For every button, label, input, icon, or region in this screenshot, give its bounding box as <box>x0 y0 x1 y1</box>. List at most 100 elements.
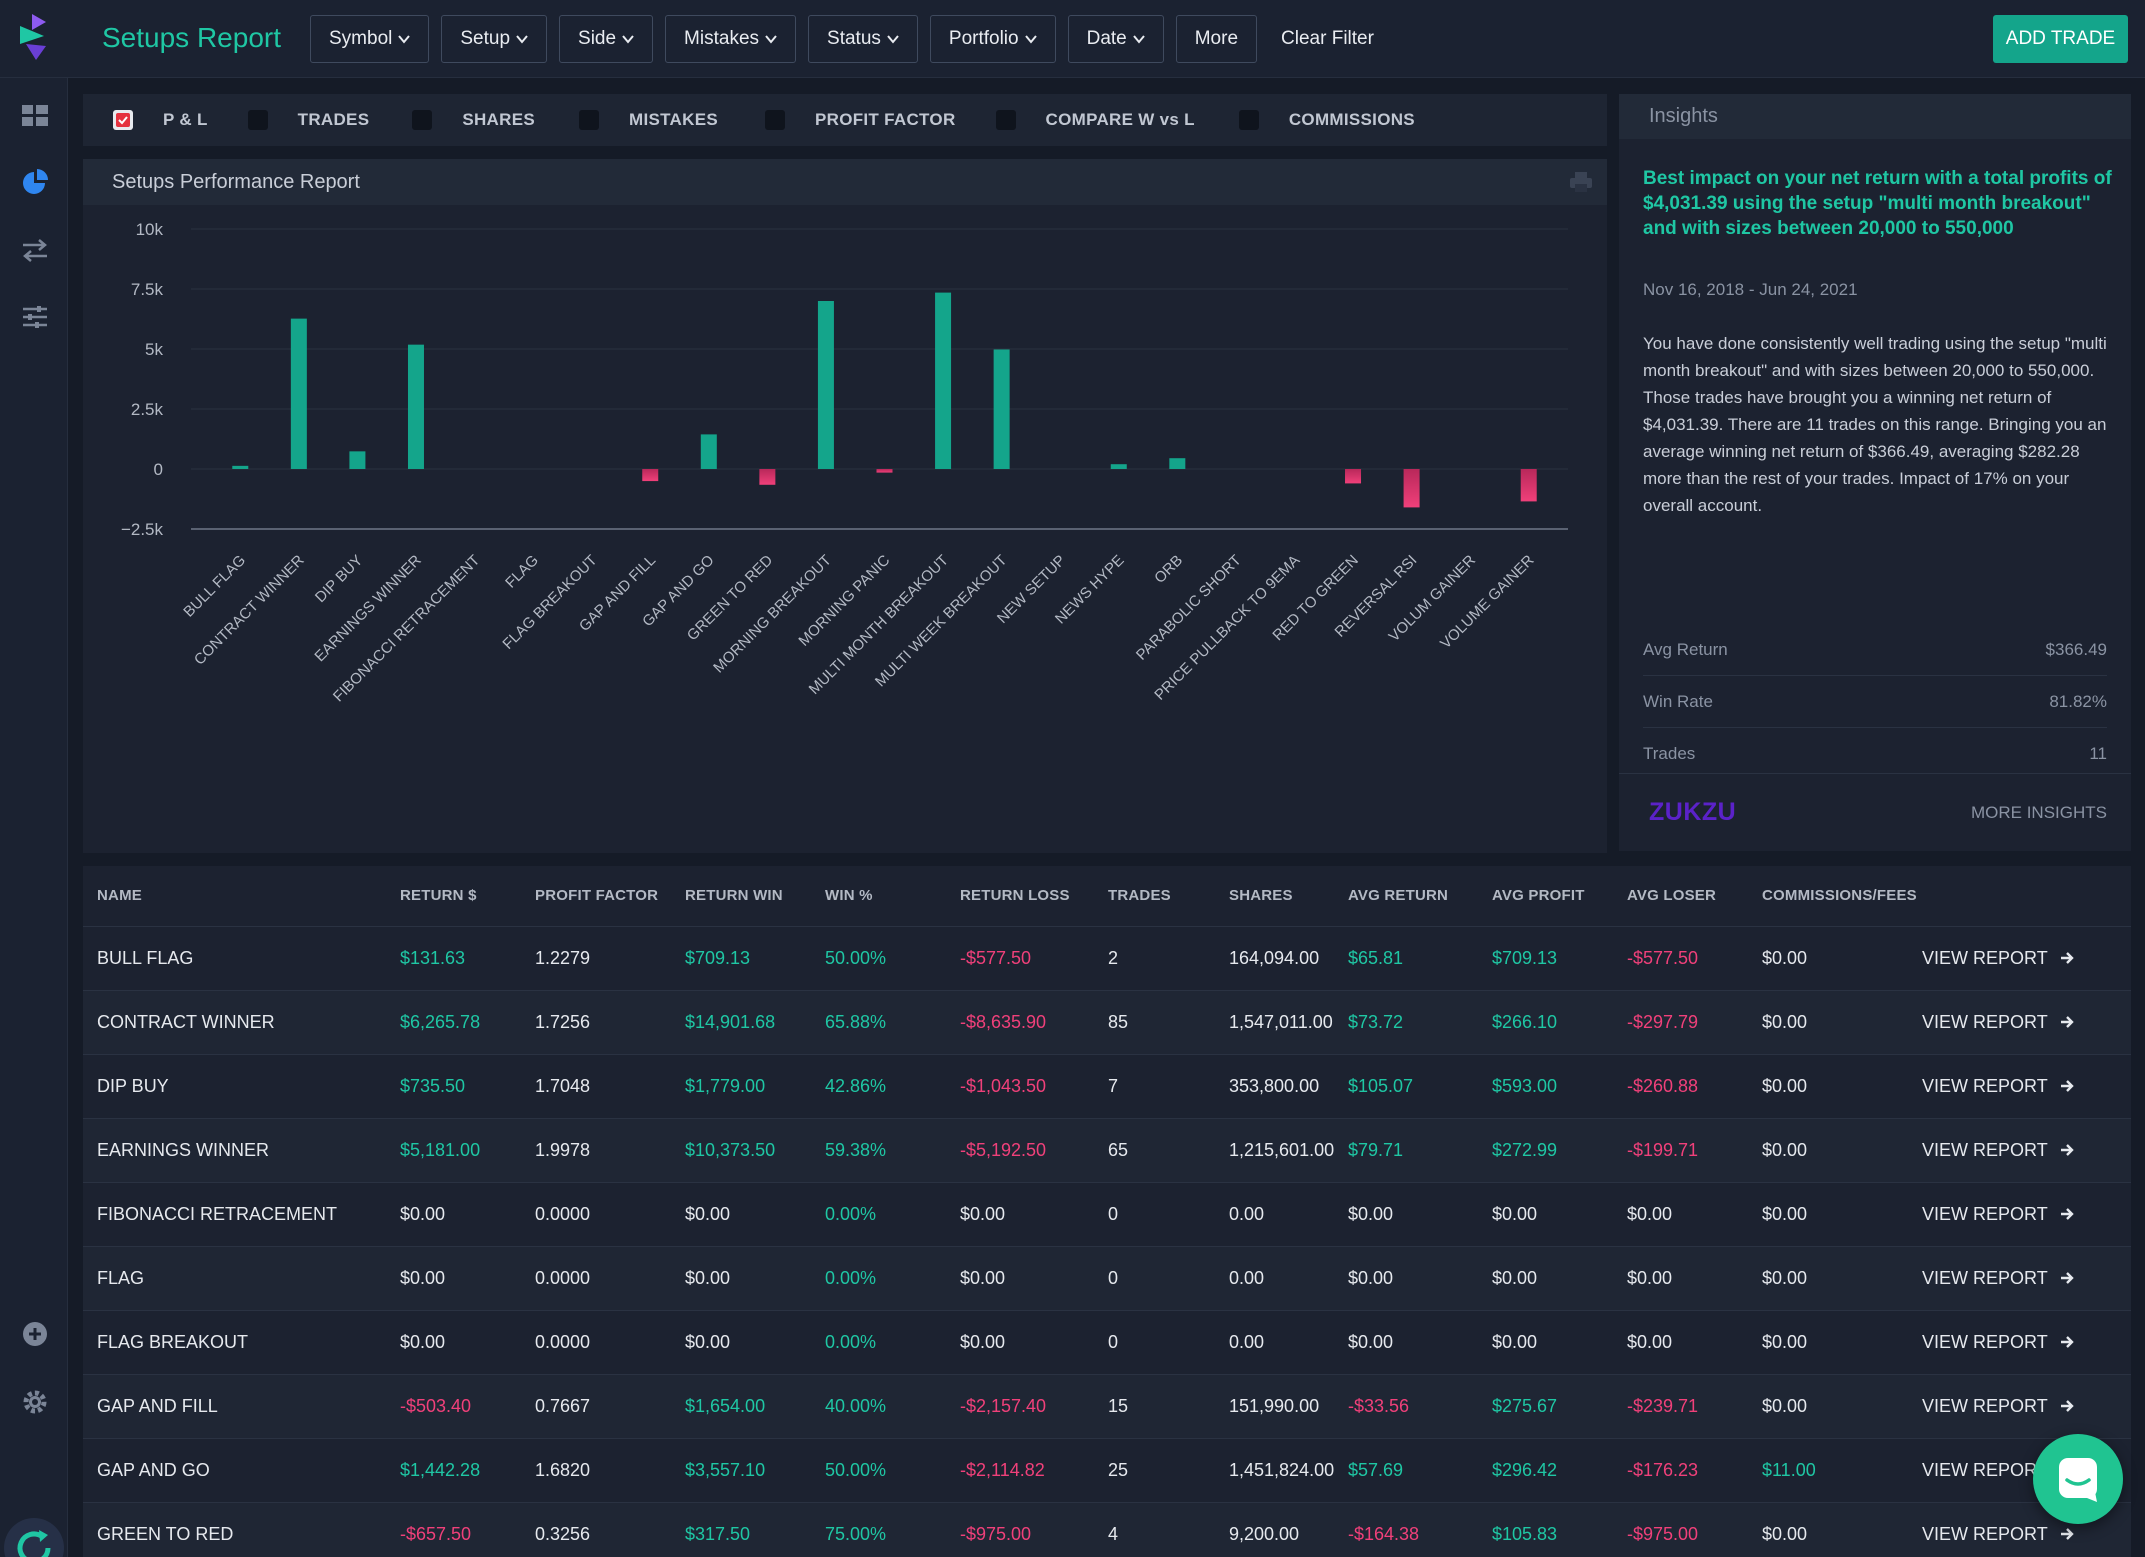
column-header[interactable]: AVG RETURN <box>1334 866 1478 926</box>
table-row[interactable]: GAP AND GO $1,442.28 1.6820 $3,557.10 50.00%… <box>83 1437 2131 1502</box>
reports-pie-icon[interactable] <box>21 168 49 196</box>
table-cell: 15 <box>1094 1373 1215 1438</box>
view-report-link[interactable]: VIEW REPORT <box>1922 1268 2131 1289</box>
filter-setup-button[interactable]: Setup <box>441 15 548 63</box>
settings-sliders-icon[interactable] <box>21 303 49 331</box>
metric-toggle[interactable]: SHARES <box>412 110 535 130</box>
column-header-actions <box>1908 866 2131 926</box>
table-row[interactable]: FLAG $0.00 0.0000 $0.00 0.00% $0.00 0 0.00 $0.00… <box>83 1245 2131 1310</box>
table-cell: $0.00 <box>1748 1117 1908 1182</box>
column-header[interactable]: RETURN $ <box>386 866 521 926</box>
chevron-down-icon <box>398 35 411 44</box>
table-cell: $275.67 <box>1478 1373 1613 1438</box>
stat-value: 81.82% <box>2049 691 2107 711</box>
table-cell: 1,547,011.00 <box>1215 989 1334 1054</box>
arrow-right-icon <box>2060 1144 2074 1156</box>
view-report-link[interactable]: VIEW REPORT <box>1922 948 2131 969</box>
filter-mistakes-button[interactable]: Mistakes <box>665 15 797 63</box>
refresh-button[interactable] <box>4 1518 64 1557</box>
column-header[interactable]: WIN % <box>811 866 946 926</box>
filter-portfolio-button[interactable]: Portfolio <box>929 15 1056 63</box>
filter-status-button[interactable]: Status <box>808 15 918 63</box>
table-cell: -$503.40 <box>386 1373 521 1438</box>
more-insights-link[interactable]: MORE INSIGHTS <box>1970 802 2107 822</box>
more-filters-button[interactable]: More <box>1175 15 1258 63</box>
y-tick-label: 5k <box>145 340 163 359</box>
filter-symbol-button[interactable]: Symbol <box>310 15 430 63</box>
metric-checkbox[interactable] <box>412 110 433 130</box>
dashboard-icon[interactable] <box>21 102 49 130</box>
metric-checkbox[interactable] <box>1238 110 1259 130</box>
column-header[interactable]: NAME <box>83 866 386 926</box>
print-icon[interactable] <box>1569 171 1593 193</box>
filter-label: Side <box>578 28 617 49</box>
table-row[interactable]: CONTRACT WINNER $6,265.78 1.7256 $14,901.68… <box>83 989 2131 1054</box>
metric-label: COMPARE W vs L <box>1045 110 1195 129</box>
table-cell: $0.00 <box>1748 1053 1908 1118</box>
column-header[interactable]: SHARES <box>1215 866 1334 926</box>
column-header[interactable]: TRADES <box>1094 866 1215 926</box>
table-row[interactable]: EARNINGS WINNER $5,181.00 1.9978 $10,373.50… <box>83 1117 2131 1182</box>
metric-toggle[interactable]: COMMISSIONS <box>1238 110 1415 130</box>
column-header[interactable]: RETURN LOSS <box>946 866 1094 926</box>
column-header[interactable]: RETURN WIN <box>671 866 811 926</box>
metric-checkbox[interactable] <box>247 110 268 130</box>
stat-label: Win Rate <box>1643 691 1713 711</box>
column-header[interactable]: AVG PROFIT <box>1478 866 1613 926</box>
metric-checkbox[interactable] <box>764 110 785 130</box>
insights-panel: Insights Best impact on your net return … <box>1619 94 2131 851</box>
table-cell: $0.00 <box>1334 1309 1478 1374</box>
view-report-label: VIEW REPORT <box>1922 1075 2048 1096</box>
table-row[interactable]: GREEN TO RED -$657.50 0.3256 $317.50 75.00% -… <box>83 1501 2131 1557</box>
metric-toggle[interactable]: PROFIT FACTOR <box>764 110 956 130</box>
view-report-link[interactable]: VIEW REPORT <box>1922 1140 2131 1161</box>
table-row[interactable]: GAP AND FILL -$503.40 0.7667 $1,654.00 40.00… <box>83 1373 2131 1438</box>
view-report-link[interactable]: VIEW REPORT <box>1922 1396 2131 1417</box>
app-logo-icon[interactable] <box>18 14 52 60</box>
insight-date-range: Nov 16, 2018 - Jun 24, 2021 <box>1643 280 1858 299</box>
table-cell: -$164.38 <box>1334 1501 1478 1557</box>
table-cell: $6,265.78 <box>386 989 521 1054</box>
trades-swap-icon[interactable] <box>21 236 49 264</box>
table-row[interactable]: FIBONACCI RETRACEMENT $0.00 0.0000 $0.00 0.0… <box>83 1181 2131 1246</box>
table-cell: 1.9978 <box>521 1117 671 1182</box>
metric-toggle[interactable]: MISTAKES <box>579 110 718 130</box>
table-cell: $3,557.10 <box>671 1437 811 1502</box>
table-cell: 59.38% <box>811 1117 946 1182</box>
metric-checkbox[interactable] <box>113 110 133 130</box>
add-trade-button[interactable]: ADD TRADE <box>1993 15 2128 63</box>
filter-date-button[interactable]: Date <box>1067 15 1164 63</box>
table-row[interactable]: DIP BUY $735.50 1.7048 $1,779.00 42.86% -$1,0… <box>83 1053 2131 1118</box>
gear-icon[interactable] <box>21 1388 49 1416</box>
arrow-right-icon <box>2060 1336 2074 1348</box>
metric-toggle[interactable]: TRADES <box>247 110 370 130</box>
x-tick-label: FLAG <box>502 552 542 592</box>
table-row[interactable]: FLAG BREAKOUT $0.00 0.0000 $0.00 0.00% $0.00 0… <box>83 1309 2131 1374</box>
metric-checkbox[interactable] <box>995 110 1016 130</box>
metric-toggle[interactable]: P & L <box>113 110 208 130</box>
table-cell: $105.07 <box>1334 1053 1478 1118</box>
table-cell: $0.00 <box>1748 989 1908 1054</box>
view-report-link[interactable]: VIEW REPORT <box>1922 1524 2131 1545</box>
metric-label: TRADES <box>297 110 370 129</box>
view-report-link[interactable]: VIEW REPORT <box>1922 1012 2131 1033</box>
column-header[interactable]: COMMISSIONS/FEES <box>1748 866 1917 926</box>
filter-side-button[interactable]: Side <box>559 15 654 63</box>
table-cell: 0.0000 <box>521 1245 671 1310</box>
clear-filter-button[interactable]: Clear Filter <box>1281 28 1374 49</box>
chat-button[interactable] <box>2033 1434 2123 1524</box>
table-cell: 50.00% <box>811 1437 946 1502</box>
table-cell: BULL FLAG <box>83 925 386 990</box>
refresh-icon <box>17 1530 51 1557</box>
metric-checkbox[interactable] <box>579 110 599 130</box>
view-report-link[interactable]: VIEW REPORT <box>1922 1332 2131 1353</box>
insights-title: Insights <box>1619 94 2131 139</box>
column-header[interactable]: AVG LOSER <box>1613 866 1748 926</box>
table-cell: 1.7048 <box>521 1053 671 1118</box>
table-row[interactable]: BULL FLAG $131.63 1.2279 $709.13 50.00% -$577… <box>83 925 2131 990</box>
column-header[interactable]: PROFIT FACTOR <box>521 866 671 926</box>
add-circle-icon[interactable] <box>21 1320 49 1348</box>
metric-toggle[interactable]: COMPARE W vs L <box>995 110 1195 130</box>
view-report-link[interactable]: VIEW REPORT <box>1922 1076 2131 1097</box>
view-report-link[interactable]: VIEW REPORT <box>1922 1204 2131 1225</box>
